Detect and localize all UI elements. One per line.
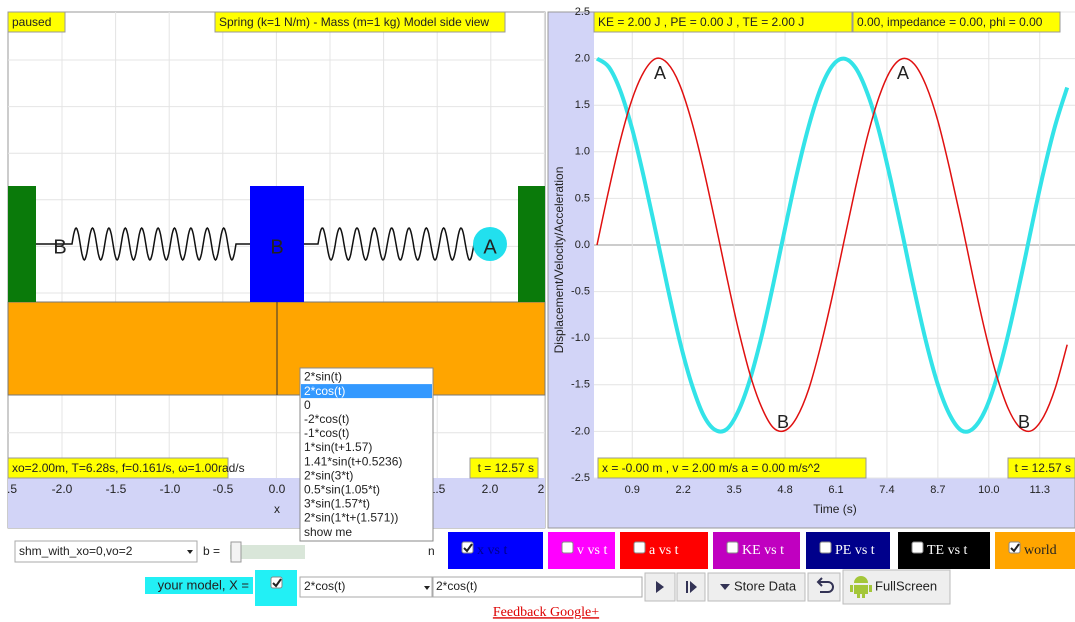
x-tick-label: .5: [7, 482, 17, 496]
dropdown-option[interactable]: 2*sin(t): [304, 370, 342, 384]
y-tick-label: -2.0: [571, 425, 590, 437]
x-tick-label: 3.5: [726, 484, 741, 496]
dropdown-option[interactable]: show me: [304, 525, 352, 539]
x-tick-label: 2.2: [676, 484, 691, 496]
toggle-checkbox[interactable]: [912, 542, 923, 553]
y-tick-label: 0.5: [575, 192, 590, 204]
y-tick-label: 2.5: [575, 6, 590, 18]
toggle-label: x vs t: [477, 543, 507, 558]
dropdown-option[interactable]: 2*sin(3*t): [304, 468, 353, 482]
store-label: Store Data: [734, 578, 797, 593]
dropdown-option[interactable]: 2*cos(t): [304, 384, 345, 398]
x-tick-label: 2: [538, 482, 545, 496]
time-label: t = 12.57 s: [478, 461, 534, 475]
x-tick-label: 10.0: [978, 484, 999, 496]
x-tick-label: -2.0: [52, 482, 73, 496]
x-tick-label: 8.7: [930, 484, 945, 496]
y-tick-label: 1.5: [575, 99, 590, 111]
toggle-label: TE vs t: [927, 543, 968, 558]
marker-label: B: [270, 236, 283, 258]
x-tick-label: 0.0: [269, 482, 286, 496]
x-tick-label: 11.3: [1029, 484, 1050, 496]
toggle-checkbox[interactable]: [820, 542, 831, 553]
toggle-checkbox[interactable]: [727, 542, 738, 553]
x-tick-label: -1.5: [106, 482, 127, 496]
dropdown-option[interactable]: 2*sin(1*t+(1.571)): [304, 511, 398, 525]
left-wall: [8, 186, 36, 302]
dropdown-option[interactable]: -1*cos(t): [304, 426, 349, 440]
y-tick-label: 0.0: [575, 239, 590, 251]
x-tick-label: 0.9: [625, 484, 640, 496]
x-tick-label: -1.0: [160, 482, 181, 496]
model-label: your model, X =: [158, 577, 249, 592]
x-tick-label: 6.1: [828, 484, 843, 496]
y-tick-label: 2.0: [575, 53, 590, 65]
annotation: B: [777, 412, 789, 432]
model-select-text: 2*cos(t): [304, 579, 345, 593]
toggle-checkbox[interactable]: [562, 542, 573, 553]
dropdown-option[interactable]: -2*cos(t): [304, 412, 349, 426]
toggle-label: v vs t: [577, 543, 607, 558]
dropdown-option[interactable]: 3*sin(1.57*t): [304, 497, 370, 511]
x-tick-label: -0.5: [213, 482, 234, 496]
dropdown-option[interactable]: 1*sin(t+1.57): [304, 440, 372, 454]
toggle-label: a vs t: [649, 543, 679, 558]
b-label: b =: [203, 544, 220, 558]
status-label: paused: [12, 15, 51, 29]
toggle-checkbox[interactable]: [634, 542, 645, 553]
info-label: xo=2.00m, T=6.28s, f=0.161/s, ω=1.00rad/…: [12, 461, 245, 475]
dropdown-option[interactable]: 0: [304, 398, 311, 412]
model-title: Spring (k=1 N/m) - Mass (m=1 kg) Model s…: [219, 15, 489, 29]
marker-label: B: [53, 236, 66, 258]
x-axis-label: x: [274, 502, 280, 516]
x-axis-label: Time (s): [813, 502, 857, 516]
toggle-label: world: [1024, 543, 1057, 558]
x-tick-label: 4.8: [777, 484, 792, 496]
annotation: A: [897, 63, 909, 83]
annotation: B: [1018, 412, 1030, 432]
right-wall: [518, 186, 545, 302]
preset-select-text: shm_with_xo=0,vo=2: [19, 544, 133, 558]
y-tick-label: -2.5: [571, 472, 590, 484]
partial-label: n: [428, 544, 435, 558]
x-tick-label: 2.0: [482, 482, 499, 496]
energy-label: KE = 2.00 J , PE = 0.00 J , TE = 2.00 J: [598, 15, 804, 29]
marker-label: A: [483, 236, 497, 258]
y-tick-label: -0.5: [571, 286, 590, 298]
y-tick-label: 1.0: [575, 146, 590, 158]
annotation: A: [654, 63, 666, 83]
toggle-label: KE vs t: [742, 543, 784, 558]
time-label: t = 12.57 s: [1015, 461, 1071, 475]
phase-label: 0.00, impedance = 0.00, phi = 0.00: [857, 15, 1043, 29]
toggle-label: PE vs t: [835, 543, 875, 558]
x-tick-label: 7.4: [879, 484, 894, 496]
page: paused Spring (k=1 N/m) - Mass (m=1 kg) M…: [0, 0, 1075, 622]
y-tick-label: -1.0: [571, 332, 590, 344]
state-label: x = -0.00 m , v = 2.00 m/s a = 0.00 m/s^…: [602, 461, 820, 475]
fullscreen-label: FullScreen: [875, 578, 937, 593]
model-input-text: 2*cos(t): [436, 579, 477, 593]
dropdown-option[interactable]: 0.5*sin(1.05*t): [304, 482, 380, 496]
y-axis-label: Displacement/Velocity/Acceleration: [552, 167, 566, 354]
slider-thumb[interactable]: [231, 542, 241, 562]
reset-button[interactable]: [808, 573, 840, 601]
dropdown-option[interactable]: 1.41*sin(t+0.5236): [304, 454, 402, 468]
feedback-link[interactable]: Feedback Google+: [493, 605, 599, 620]
y-tick-label: -1.5: [571, 379, 590, 391]
